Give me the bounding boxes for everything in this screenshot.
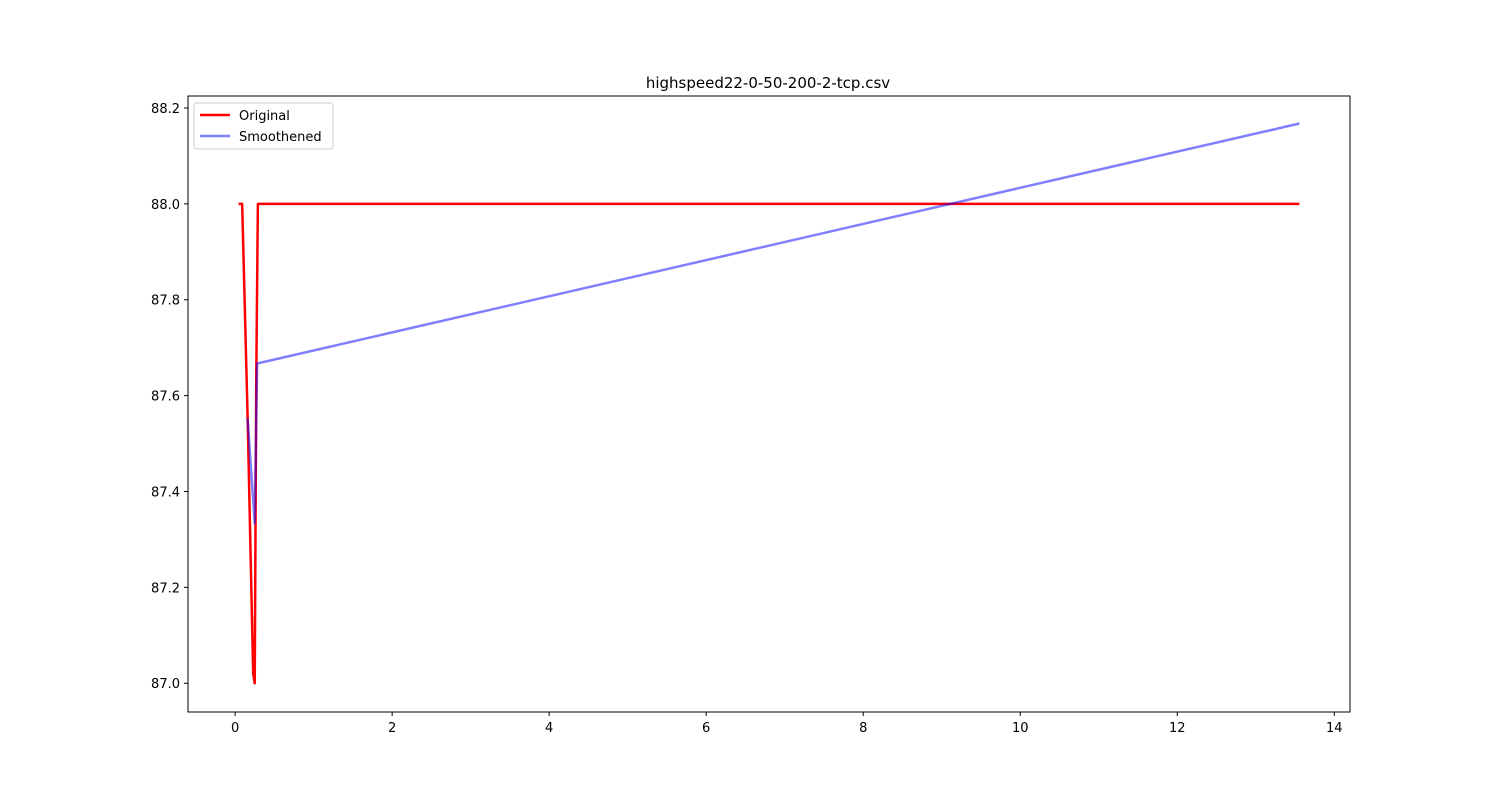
- plot-area: [238, 122, 1300, 685]
- y-tick-label: 88.0: [151, 198, 180, 213]
- legend: Original Smoothened: [193, 102, 334, 150]
- x-tick-label: 14: [1326, 721, 1343, 736]
- series-line-original: [238, 202, 1300, 685]
- axes-frame: [187, 95, 1351, 713]
- x-tick-label: 8: [859, 721, 867, 736]
- y-tick-label: 88.2: [151, 102, 180, 117]
- y-tick-label: 87.6: [151, 390, 180, 405]
- y-tick-label: 87.2: [151, 581, 180, 596]
- x-tick-label: 12: [1169, 721, 1186, 736]
- legend-label-original: Original: [239, 109, 290, 124]
- series-line-smoothened: [246, 122, 1300, 525]
- x-tick-label: 0: [231, 721, 239, 736]
- x-tick-label: 2: [388, 721, 396, 736]
- legend-label-smoothened: Smoothened: [239, 130, 322, 145]
- y-tick-label: 87.8: [151, 294, 180, 309]
- y-axis: 87.0 87.2 87.4 87.6 87.8 88.0 88.2: [151, 102, 188, 692]
- y-tick-label: 87.0: [151, 677, 180, 692]
- x-tick-label: 6: [702, 721, 710, 736]
- chart-title: highspeed22-0-50-200-2-tcp.csv: [646, 74, 890, 92]
- x-tick-label: 10: [1012, 721, 1029, 736]
- x-axis: 0 2 4 6 8 10 12 14: [231, 712, 1343, 736]
- x-tick-label: 4: [545, 721, 553, 736]
- y-tick-label: 87.4: [151, 485, 180, 500]
